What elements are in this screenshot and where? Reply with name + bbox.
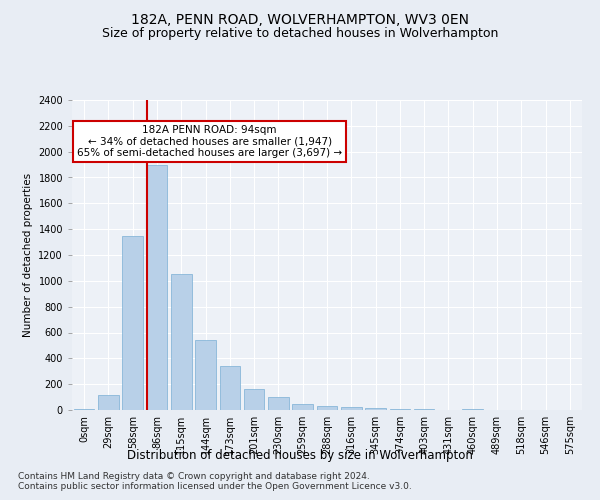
Bar	[98, 394, 119, 410]
Bar	[74, 408, 94, 410]
Bar	[122, 236, 143, 410]
Text: 182A, PENN ROAD, WOLVERHAMPTON, WV3 0EN: 182A, PENN ROAD, WOLVERHAMPTON, WV3 0EN	[131, 12, 469, 26]
Bar	[292, 404, 313, 410]
Text: Distribution of detached houses by size in Wolverhampton: Distribution of detached houses by size …	[127, 448, 473, 462]
Y-axis label: Number of detached properties: Number of detached properties	[23, 173, 32, 337]
Bar	[317, 406, 337, 410]
Text: Contains public sector information licensed under the Open Government Licence v3: Contains public sector information licen…	[18, 482, 412, 491]
Bar	[268, 397, 289, 410]
Bar	[365, 408, 386, 410]
Text: Size of property relative to detached houses in Wolverhampton: Size of property relative to detached ho…	[102, 28, 498, 40]
Text: 182A PENN ROAD: 94sqm
← 34% of detached houses are smaller (1,947)
65% of semi-d: 182A PENN ROAD: 94sqm ← 34% of detached …	[77, 125, 342, 158]
Bar	[171, 274, 191, 410]
Bar	[220, 366, 240, 410]
Bar	[146, 164, 167, 410]
Bar	[195, 340, 216, 410]
Bar	[389, 408, 410, 410]
Bar	[341, 408, 362, 410]
Text: Contains HM Land Registry data © Crown copyright and database right 2024.: Contains HM Land Registry data © Crown c…	[18, 472, 370, 481]
Bar	[244, 390, 265, 410]
